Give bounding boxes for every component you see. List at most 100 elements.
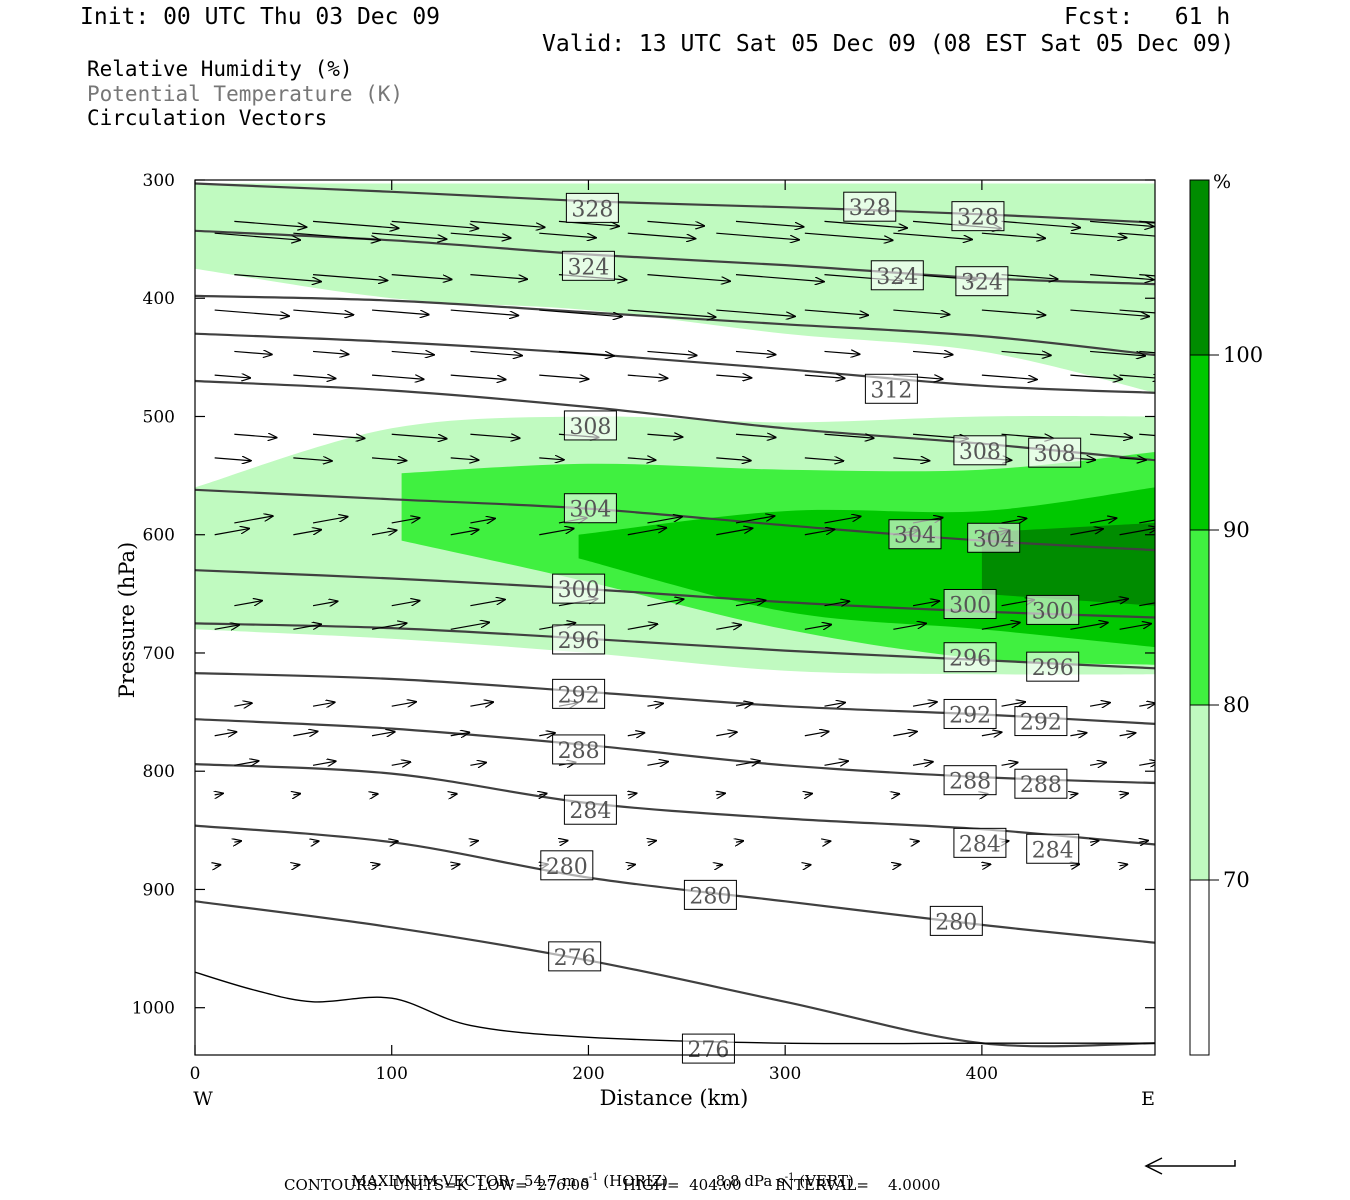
circulation-vector [470, 841, 477, 842]
colorbar-unit: % [1213, 171, 1231, 193]
theta-label-312-0: 312 [864, 373, 918, 404]
theta-label-304-0: 304 [563, 493, 617, 524]
theta-contour-280 [195, 824, 1155, 944]
theta-label-328-2: 328 [951, 201, 1005, 232]
y-tick-label: 1000 [132, 999, 175, 1019]
x-tick-label: 100 [375, 1064, 407, 1084]
circulation-vector [372, 864, 379, 865]
y-tick-label: 300 [143, 171, 175, 191]
field-vectors: Circulation Vectors [87, 106, 328, 130]
circulation-vector [1139, 433, 1155, 437]
circulation-vector [1001, 702, 1025, 706]
svg-text:328: 328 [571, 197, 613, 222]
circulation-vector [450, 732, 470, 735]
circulation-vector [627, 624, 657, 630]
circulation-vector [912, 601, 939, 606]
svg-text:304: 304 [894, 524, 936, 549]
svg-text:300: 300 [949, 593, 991, 618]
circulation-vector [1070, 794, 1077, 795]
theta-contour-292 [195, 672, 1155, 725]
circulation-vector [981, 232, 1045, 238]
circulation-vector [824, 601, 850, 605]
circulation-vector [735, 516, 774, 524]
circulation-vector [1001, 518, 1027, 522]
circulation-vector [470, 518, 495, 522]
circulation-vector [716, 732, 736, 736]
max-vector-line: MAXIMUM VECTOR: 54.7 m s-1 (HORIZ) 8.8 d… [351, 1172, 854, 1190]
circulation-vector [1089, 703, 1110, 707]
circulation-vector [470, 220, 544, 227]
circulation-vector [312, 517, 347, 524]
circulation-vector [1070, 529, 1103, 536]
theta-label-280-1: 280 [683, 879, 737, 910]
circulation-vector [716, 865, 722, 866]
circulation-vector [982, 864, 990, 866]
svg-text:308: 308 [569, 415, 611, 440]
svg-text:308: 308 [959, 440, 1001, 465]
circulation-vector [1119, 309, 1155, 314]
svg-text:280: 280 [935, 910, 977, 935]
circulation-vector [1139, 602, 1155, 607]
circulation-vector [1070, 623, 1107, 630]
surface-contour [195, 971, 1155, 1045]
circulation-vector [293, 865, 299, 866]
theta-contour-312 [195, 332, 1155, 394]
svg-text:288: 288 [558, 739, 600, 764]
svg-text:328: 328 [957, 206, 999, 231]
y-axis-label: Pressure (hPa) [115, 542, 139, 698]
theta-label-288-1: 288 [943, 765, 997, 796]
circulation-vector [312, 220, 398, 228]
svg-text:280: 280 [546, 855, 588, 880]
circulation-vector [804, 375, 845, 378]
x-axis-label: Distance (km) [600, 1086, 749, 1110]
circulation-vector [1001, 351, 1051, 355]
x-tick-label: 200 [572, 1064, 604, 1084]
circulation-vector [1139, 220, 1155, 224]
contours-info-line: CONTOURS: UNITS=K LOW= 276.00 HIGH= 404.… [284, 1176, 941, 1194]
plot-frame [194, 179, 1156, 1056]
circulation-vector [1119, 528, 1155, 536]
circulation-vector [647, 351, 696, 355]
circulation-vector [1090, 273, 1153, 280]
circulation-vector [539, 309, 622, 317]
circulation-vector [824, 516, 861, 524]
circulation-vector [293, 624, 321, 630]
circulation-vector [825, 841, 831, 842]
circulation-vector [716, 528, 752, 536]
circulation-vector [647, 434, 682, 437]
circulation-vector [1001, 762, 1018, 765]
circulation-vector [312, 351, 348, 354]
circulation-vector [234, 841, 241, 842]
circulation-vector [391, 273, 452, 280]
circulation-vector [450, 530, 479, 536]
theta-label-276-1: 276 [681, 1033, 735, 1064]
y-tick-label: 900 [143, 880, 175, 900]
circulation-vector [981, 623, 1020, 630]
rh-shading [195, 183, 1155, 675]
circulation-vector [735, 600, 765, 607]
svg-text:300: 300 [558, 578, 600, 603]
circulation-vector [735, 273, 824, 282]
colorbar-label: 100 [1223, 343, 1263, 367]
y-tick-label: 700 [143, 644, 175, 664]
circulation-vector [539, 529, 573, 536]
field-theta: Potential Temperature (K) [87, 82, 404, 106]
x-tick-label: 0 [190, 1064, 201, 1084]
circulation-vector [1139, 841, 1148, 843]
circulation-vector [981, 374, 1037, 379]
circulation-vector [391, 601, 420, 607]
circulation-vector [234, 516, 272, 524]
circulation-vector [1089, 762, 1106, 765]
svg-text:304: 304 [569, 498, 611, 523]
circulation-vector [893, 865, 900, 866]
circulation-vector [234, 434, 276, 437]
theta-label-292-2: 292 [1014, 706, 1068, 737]
theta-label-292-0: 292 [552, 678, 606, 709]
circulation-vector [1090, 220, 1153, 226]
circulation-vector [716, 232, 799, 240]
circulation-vector [234, 703, 251, 706]
circulation-vector [470, 273, 527, 280]
svg-text:296: 296 [558, 629, 600, 654]
circulation-vector [371, 530, 397, 534]
theta-label-296-1: 296 [943, 642, 997, 673]
